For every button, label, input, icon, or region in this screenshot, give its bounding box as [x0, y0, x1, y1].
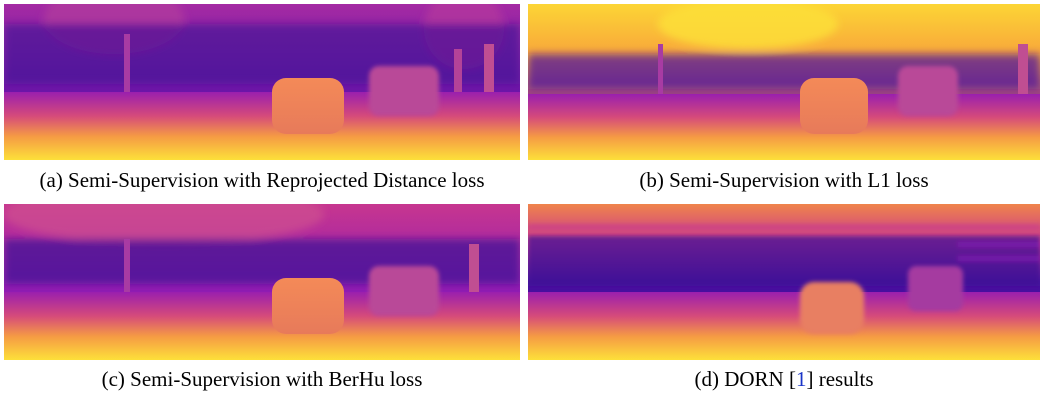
caption-d: (d) DORN [1] results: [528, 367, 1040, 392]
citation-link[interactable]: 1: [795, 367, 807, 391]
depth-map-c: [4, 204, 520, 360]
depth-map-b: [528, 4, 1040, 160]
caption-c: (c) Semi-Supervision with BerHu loss: [101, 367, 423, 391]
caption-d-prefix: (d) DORN [: [694, 367, 796, 391]
depth-map-a: [4, 4, 520, 160]
caption-a: (a) Semi-Supervision with Reprojected Di…: [39, 168, 485, 192]
caption-b: (b) Semi-Supervision with L1 loss: [639, 168, 929, 192]
depth-map-d: [528, 204, 1040, 360]
caption-d-suffix: ] results: [806, 367, 874, 391]
